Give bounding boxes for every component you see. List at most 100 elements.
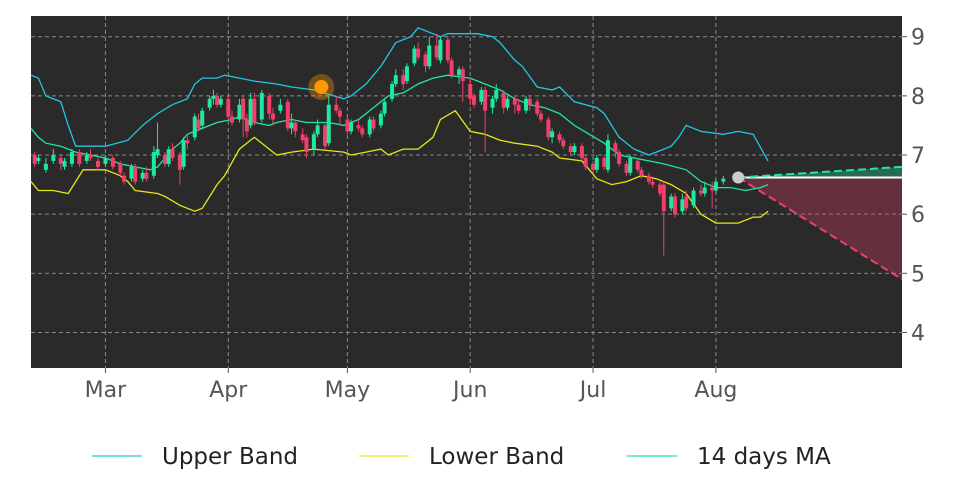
x-tick-label-1: Apr: [209, 378, 248, 403]
y-tick-label-5: 9: [911, 26, 925, 51]
forecast-area: [737, 165, 903, 281]
candle-body-113: [661, 184, 666, 212]
candle-body-112: [658, 184, 663, 194]
candle-body-79: [471, 95, 476, 105]
candle-body-65: [393, 75, 398, 85]
candle-body-78: [468, 84, 473, 99]
candle-body-50: [311, 134, 316, 150]
candle-body-6: [69, 152, 74, 164]
y-tick-label-1: 5: [911, 262, 925, 287]
candle-body-83: [494, 89, 499, 99]
candle-body-8: [84, 155, 89, 161]
candle-body-77: [460, 69, 465, 82]
candle-body-89: [527, 98, 532, 105]
candle-body-3: [51, 155, 56, 161]
candle-body-30: [207, 98, 212, 108]
candle-body-37: [241, 98, 246, 120]
candle-body-46: [289, 122, 294, 129]
candle-body-70: [423, 54, 428, 67]
candle-body-21: [163, 155, 167, 164]
candle-body-40: [252, 98, 257, 123]
candle-body-105: [617, 152, 622, 164]
candle-body-27: [192, 116, 197, 138]
candle-body-107: [628, 157, 633, 173]
y-axis: 4 5 6 7 8 9: [902, 26, 925, 347]
candle-body-64: [390, 84, 395, 99]
candle-body-59: [360, 128, 365, 135]
candle-body-23: [170, 149, 175, 158]
candle-body-10: [96, 160, 100, 167]
candle-body-56: [345, 119, 350, 132]
forecast-up-line: [738, 165, 903, 179]
candle-body-87: [516, 104, 521, 111]
x-tick-label-5: Aug: [694, 378, 737, 403]
candle-body-29: [200, 110, 205, 126]
plot-area: [31, 16, 902, 368]
candle-body-84: [501, 92, 506, 108]
candle-body-0: [32, 155, 37, 164]
candle-body-49: [304, 137, 309, 153]
candle-body-48: [300, 134, 305, 141]
candlesticks: [32, 33, 726, 256]
candle-body-95: [561, 140, 566, 147]
candle-body-51: [315, 125, 320, 135]
candle-body-19: [151, 152, 156, 176]
candle-body-20: [155, 149, 160, 156]
y-tick-label-4: 8: [911, 85, 925, 110]
candle-body-110: [646, 175, 651, 182]
candle-body-120: [702, 187, 707, 194]
x-tick-label-3: Jun: [451, 378, 487, 403]
candle-body-54: [334, 104, 339, 111]
candle-body-96: [568, 146, 573, 153]
candle-body-90: [535, 101, 540, 114]
candle-body-7: [77, 152, 82, 164]
candle-body-47: [293, 122, 298, 132]
candle-body-44: [278, 104, 283, 111]
candle-body-5: [62, 160, 67, 167]
candle-body-25: [181, 140, 186, 167]
candle-body-108: [635, 160, 640, 170]
candle-body-97: [572, 146, 577, 153]
y-tick-label-0: 4: [911, 322, 925, 347]
candle-body-71: [427, 45, 432, 67]
candle-body-81: [483, 89, 488, 111]
candle-body-88: [524, 98, 529, 111]
candle-body-93: [550, 131, 555, 138]
candle-body-38: [244, 119, 249, 132]
grid: [31, 16, 902, 368]
candle-body-1: [36, 157, 41, 161]
candle-body-98: [579, 146, 584, 158]
candle-body-102: [602, 157, 607, 167]
candle-body-33: [218, 98, 223, 105]
candle-body-58: [356, 125, 361, 129]
candle-body-45: [285, 101, 290, 129]
candle-body-53: [326, 104, 331, 144]
candle-body-82: [490, 98, 495, 108]
x-tick-label-2: May: [325, 378, 370, 403]
legend-label-upper: Upper Band: [162, 444, 298, 470]
candle-body-92: [546, 119, 551, 138]
candle-body-109: [639, 169, 644, 176]
candle-body-42: [267, 95, 272, 114]
candle-body-60: [367, 119, 372, 135]
candle-body-86: [512, 98, 517, 105]
candle-body-122: [713, 181, 718, 191]
signal-marker: [314, 79, 329, 94]
candle-body-106: [624, 163, 629, 173]
band-ma-line: [30, 74, 769, 192]
candle-body-41: [259, 92, 264, 120]
candle-body-43: [270, 113, 275, 120]
candle-body-34: [226, 98, 231, 117]
candle-body-115: [672, 196, 677, 215]
candle-body-24: [177, 155, 182, 170]
candle-body-13: [118, 163, 123, 173]
candle-body-12: [110, 157, 115, 167]
candle-body-116: [680, 199, 685, 212]
candle-body-63: [382, 101, 387, 114]
legend-label-lower: Lower Band: [429, 444, 564, 470]
forecast-down-line: [737, 176, 903, 281]
candle-body-2: [43, 163, 48, 170]
candle-body-11: [103, 157, 108, 164]
candle-body-119: [699, 190, 703, 194]
